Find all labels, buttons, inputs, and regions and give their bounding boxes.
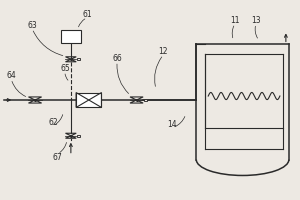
Bar	[76, 93, 101, 107]
Text: 64: 64	[6, 71, 16, 80]
Bar	[77, 58, 80, 60]
Text: 14: 14	[168, 120, 177, 129]
Text: 13: 13	[251, 16, 261, 25]
Text: 65: 65	[60, 64, 70, 73]
Bar	[144, 99, 147, 101]
Text: 63: 63	[27, 21, 37, 30]
Text: 61: 61	[82, 10, 92, 19]
Text: 12: 12	[159, 47, 168, 56]
Text: 66: 66	[112, 54, 122, 63]
Text: 11: 11	[230, 16, 240, 25]
Text: 62: 62	[48, 118, 58, 127]
Bar	[77, 135, 80, 137]
Bar	[61, 30, 81, 43]
Text: 67: 67	[52, 153, 62, 162]
